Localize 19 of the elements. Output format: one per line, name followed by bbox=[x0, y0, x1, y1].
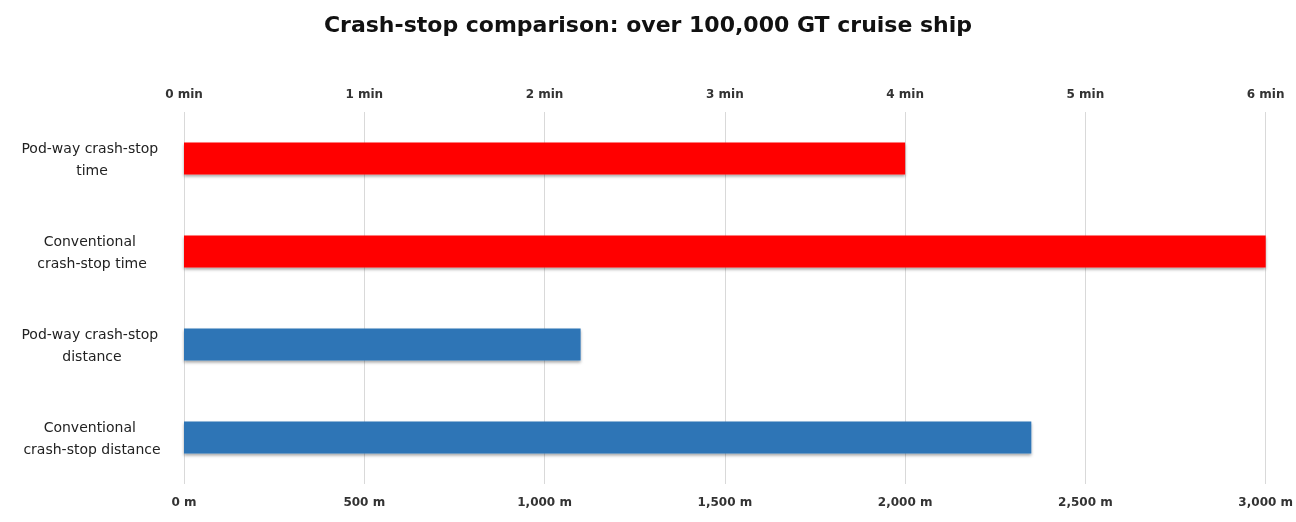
x-tick-label: 0 m bbox=[171, 495, 197, 509]
chart-title: Crash-stop comparison: over 100,000 GT cruise ship bbox=[323, 11, 973, 37]
x-tick-label: 2,000 m bbox=[877, 495, 933, 509]
x-tick-label: 3,000 m bbox=[1238, 495, 1293, 509]
y-tick-label: Pod-way crash-stop time bbox=[21, 139, 163, 178]
x-tick-label: 1,000 m bbox=[517, 495, 572, 509]
y-tick-label: Conventional crash-stop time bbox=[37, 232, 147, 271]
x2-tick-label: 6 min bbox=[1246, 87, 1285, 101]
x-tick-label: 2,500 m bbox=[1058, 495, 1113, 509]
x2-tick-label: 3 min bbox=[706, 87, 744, 101]
x2-tick-label: 1 min bbox=[345, 87, 384, 101]
y-tick-label: Conventional crash-stop distance bbox=[23, 418, 161, 457]
x2-tick-label: 4 min bbox=[886, 87, 924, 101]
y-tick-label: Pod-way crash-stop distance bbox=[21, 325, 163, 364]
x2-tick-label: 5 min bbox=[1066, 87, 1105, 101]
x-tick-label: 500 m bbox=[343, 495, 386, 509]
x-tick-label: 1,500 m bbox=[697, 495, 753, 509]
x2-tick-label: 0 min bbox=[165, 87, 203, 101]
x2-tick-label: 2 min bbox=[525, 87, 564, 101]
